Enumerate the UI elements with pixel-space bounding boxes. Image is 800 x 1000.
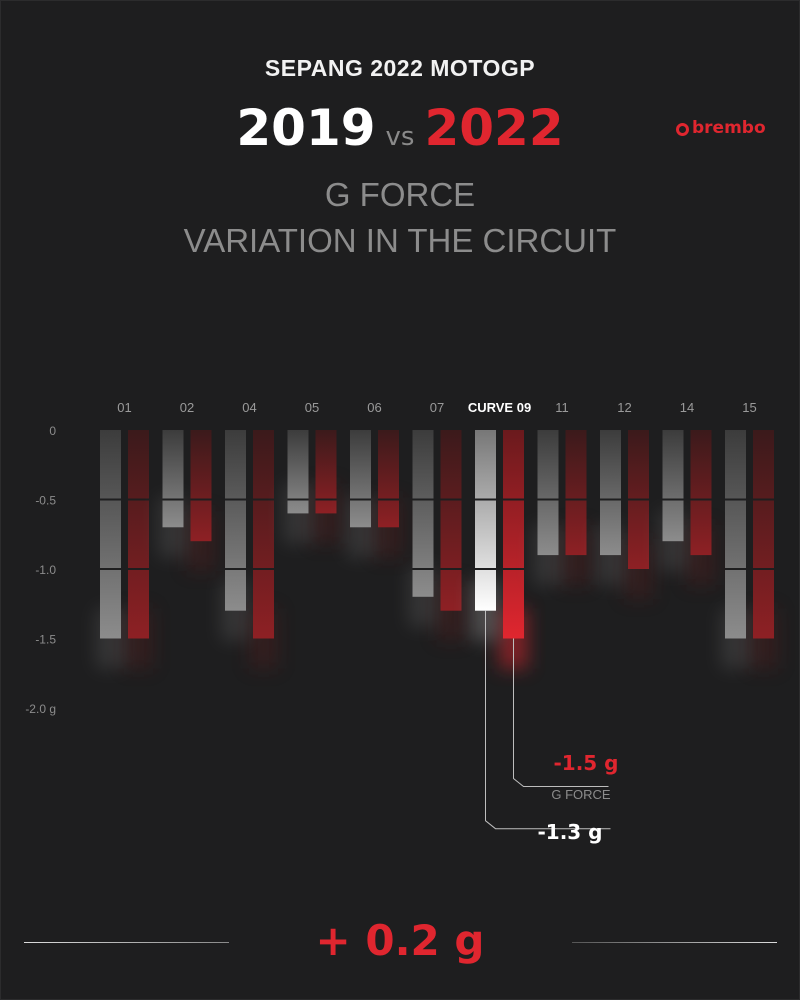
year-2022: 2022 [424,99,564,157]
y-tick-label: 0 [49,424,56,438]
callout-label: G FORCE [551,787,611,802]
bar-2019 [162,430,184,528]
comparison-title: 2019 vs 2022 [0,95,800,170]
category-label: 06 [367,400,381,415]
bar-2022 [565,430,587,556]
category-label: 07 [430,400,444,415]
y-tick-label: -0.5 [35,494,56,508]
event-title: SEPANG 2022 MOTOGP [264,55,536,81]
delta-value: + 0.2 g [315,916,485,965]
bar-2022 [190,430,212,542]
brand-logo: brembo [676,118,766,138]
bar-2022 [315,430,337,514]
footer-rule-left [24,942,229,943]
y-tick-label: -1.0 [35,563,56,577]
category-label: 11 [555,400,569,415]
bar-2022 [753,430,774,639]
footer-rule-right [572,942,777,943]
brand-name: brembo [692,118,766,138]
y-tick-label: -2.0 g [25,702,56,716]
category-label: 05 [305,400,319,415]
year-2019: 2019 [236,99,376,157]
bar-2022 [253,430,274,639]
bar-2022 [503,430,524,639]
bar-2019 [600,430,621,556]
vs-label: vs [385,122,415,152]
bar-2019 [662,430,684,542]
callout-line-2022 [513,638,609,787]
bar-2019 [225,430,246,611]
bar-2022 [128,430,149,639]
callout-value-2022: -1.5 g [553,751,618,775]
y-tick-label: -1.5 [35,633,56,647]
callout-value-2019: -1.3 g [537,820,602,844]
callout-line-2019 [485,610,611,830]
bar-2019 [100,430,121,639]
bar-2019 [350,430,371,528]
category-label: 15 [742,400,756,415]
category-label: 02 [180,400,194,415]
bar-2019 [287,430,309,514]
category-label: 12 [617,400,631,415]
bar-2022 [378,430,399,528]
gforce-chart: 0 -0.5 -1.0 -1.5 -2.0 g 01 02 04 05 06 07 CURVE 09 1… [25,400,778,844]
category-label: 04 [242,400,256,415]
category-label: 01 [117,400,131,415]
bar-2022 [690,430,712,556]
bar-2019 [725,430,746,639]
bar-2019 [475,430,496,611]
subtitle-line2: VARIATION IN THE CIRCUIT [183,222,617,259]
bar-2019 [537,430,559,556]
category-label: 14 [680,400,694,415]
bar-2022 [440,430,462,611]
brand-ring-icon [676,123,689,136]
category-label: CURVE 09 [468,400,531,415]
bar-2019 [412,430,434,597]
subtitle-line1: G FORCE [324,176,476,213]
